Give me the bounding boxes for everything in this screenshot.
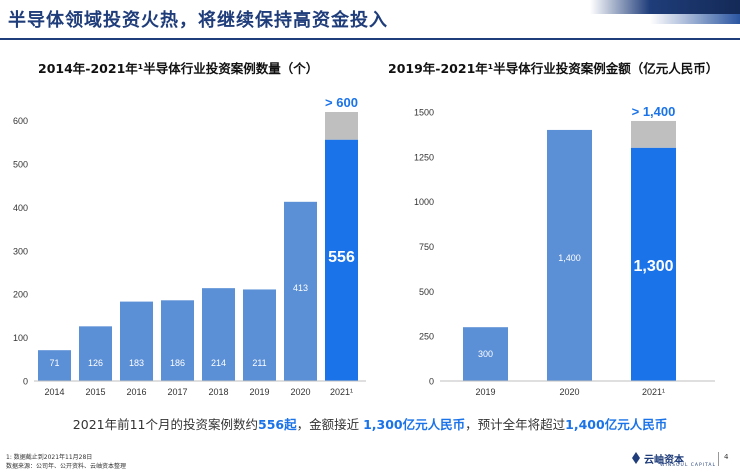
chart2-category-2: 2021¹ (642, 387, 665, 397)
chart1-value-label-5: 211 (252, 358, 266, 368)
logo-subtitle: WINSOUL CAPITAL (660, 463, 717, 468)
chart1-value-label-6: 413 (293, 283, 308, 293)
chart2-title: 2019年-2021年¹半导体行业投资案例金额（亿元人民币） (388, 61, 719, 76)
chart1-ytick-200: 200 (13, 290, 28, 300)
page-title: 半导体领域投资火热，将继续保持高资金投入 (8, 10, 388, 31)
chart2-ytick-1500: 1500 (414, 108, 434, 118)
header-decor-bar-small (650, 14, 740, 24)
chart2-bar-2 (631, 147, 676, 381)
chart1-category-0: 2014 (44, 387, 64, 397)
chart1-ytick-500: 500 (13, 160, 28, 170)
chart1-category-2: 2016 (126, 387, 146, 397)
header-decor-bar (590, 0, 740, 14)
chart2-value-label-1: 1,400 (558, 253, 581, 263)
chart2-ytick-250: 250 (419, 332, 434, 342)
chart1-category-7: 2021¹ (330, 387, 353, 397)
chart1-projection-bar (325, 112, 358, 140)
chart1-title: 2014年-2021年¹半导体行业投资案例数量（个） (38, 61, 319, 76)
chart2-ytick-0: 0 (429, 377, 434, 387)
chart1-ytick-100: 100 (13, 333, 28, 343)
chart1-category-6: 2020 (290, 387, 310, 397)
chart2-projection-label: > 1,400 (632, 104, 676, 119)
summary-projected: 1,400亿元人民币 (565, 417, 668, 432)
chart1-ytick-400: 400 (13, 203, 28, 213)
title-underline (0, 38, 740, 40)
footnote-1: 1: 数据截止到2021年11月28日 (6, 454, 93, 461)
chart2-projection-bar (631, 120, 676, 148)
chart1-bar-3 (161, 300, 194, 381)
chart1-ytick-300: 300 (13, 246, 28, 256)
chart1-projection-label: > 600 (325, 95, 358, 110)
page-number: 4 (724, 453, 729, 461)
chart2-category-1: 2020 (559, 387, 579, 397)
chart1-category-5: 2019 (249, 387, 269, 397)
chart1-value-label-0: 71 (49, 358, 59, 368)
chart1-bar-7 (325, 139, 358, 381)
chart1-category-1: 2015 (85, 387, 105, 397)
logo-mark-icon (632, 452, 640, 464)
chart1-bar-4 (202, 288, 235, 381)
chart1-bar-2 (120, 301, 153, 381)
summary-mid: ，金额接近 (296, 417, 364, 432)
chart1-bar-1 (79, 326, 112, 381)
summary-mid2: ，预计全年将超过 (465, 417, 566, 432)
chart2-ytick-750: 750 (419, 242, 434, 252)
chart1-bar-6 (284, 201, 317, 381)
chart1-value-label-4: 214 (211, 358, 226, 368)
chart2-category-0: 2019 (475, 387, 495, 397)
summary-pre: 2021年前11个月的投资案例数约 (72, 417, 259, 432)
chart2-bar-0 (463, 327, 508, 381)
chart2-ytick-500: 500 (419, 287, 434, 297)
chart1-value-label-1: 126 (88, 358, 103, 368)
chart1-category-4: 2018 (208, 387, 228, 397)
logo-text: 云岫资本 (644, 455, 684, 466)
chart2-value-label-2: 1,300 (633, 258, 673, 275)
chart1-ytick-0: 0 (23, 377, 28, 387)
page-number-divider (718, 452, 719, 466)
footnote-2: 数据来源：公司年、公开资料、云岫资本整理 (6, 463, 127, 470)
chart1-bar-5 (243, 289, 276, 381)
chart2-value-label-0: 300 (478, 349, 493, 359)
chart1-value-label-2: 183 (129, 358, 144, 368)
chart2-ytick-1250: 1250 (414, 152, 434, 162)
chart2-bar-1 (547, 129, 592, 381)
chart1-bar-0 (38, 350, 71, 381)
chart1-ytick-600: 600 (13, 116, 28, 126)
chart1-value-label-3: 186 (170, 358, 185, 368)
summary-text: 2021年前11个月的投资案例数约556起，金额接近 1,300亿元人民币，预计… (0, 414, 740, 433)
summary-count: 556起 (258, 417, 297, 432)
chart2-ytick-1000: 1000 (414, 197, 434, 207)
chart1-category-3: 2017 (167, 387, 187, 397)
chart1-value-label-7: 556 (328, 249, 355, 266)
summary-amount: 1,300亿元人民币 (363, 417, 466, 432)
